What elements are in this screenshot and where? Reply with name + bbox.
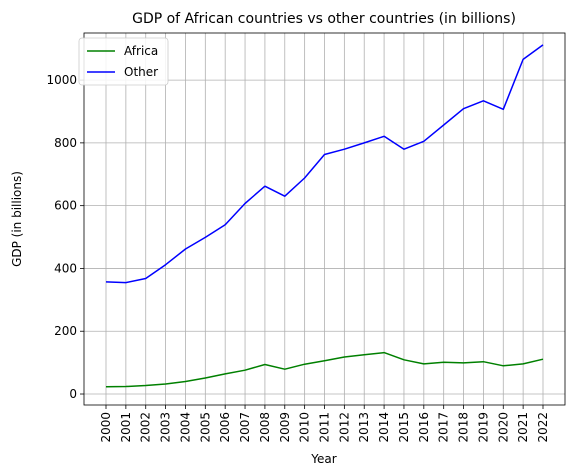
x-tick-label: 2003 [159, 412, 173, 443]
legend-label-africa: Africa [124, 44, 158, 58]
x-tick-label: 2011 [318, 412, 332, 443]
x-tick-label: 2018 [457, 412, 471, 443]
y-axis-ticks: 0 200 400 600 800 1000 [46, 73, 84, 401]
x-tick-label: 2000 [99, 412, 113, 443]
y-tick-label: 0 [69, 387, 77, 401]
grid-lines [84, 33, 565, 405]
x-tick-label: 2019 [476, 412, 490, 443]
legend-label-other: Other [124, 65, 158, 79]
x-tick-label: 2022 [536, 412, 550, 443]
x-tick-label: 2010 [298, 412, 312, 443]
x-axis-ticks: 2000 2001 2002 2003 2004 2005 2006 2007 2008 2009… [99, 405, 550, 443]
x-tick-label: 2012 [337, 412, 351, 443]
x-tick-label: 2021 [516, 412, 530, 443]
legend: Africa Other [78, 37, 169, 86]
x-tick-label: 2017 [437, 412, 451, 443]
y-tick-label: 1000 [46, 73, 77, 87]
x-tick-label: 2001 [119, 412, 133, 443]
x-tick-label: 2013 [357, 412, 371, 443]
y-tick-label: 800 [54, 136, 77, 150]
x-tick-label: 2020 [496, 412, 510, 443]
x-tick-label: 2007 [238, 412, 252, 443]
series-line-africa [105, 351, 544, 388]
y-tick-label: 200 [54, 324, 77, 338]
series-lines [105, 44, 544, 388]
chart-title: GDP of African countries vs other countr… [132, 11, 516, 27]
x-tick-label: 2009 [278, 412, 292, 443]
x-tick-label: 2008 [258, 412, 272, 443]
x-tick-label: 2015 [397, 412, 411, 443]
legend-box [78, 37, 169, 86]
x-tick-label: 2005 [198, 412, 212, 443]
x-tick-label: 2002 [139, 412, 153, 443]
x-tick-label: 2004 [178, 412, 192, 443]
x-axis-label: Year [310, 452, 336, 466]
x-tick-label: 2006 [218, 412, 232, 443]
plot-frame [83, 32, 566, 406]
y-tick-label: 400 [54, 261, 77, 275]
series-line-other [105, 44, 544, 284]
y-axis-label: GDP (in billions) [10, 171, 24, 267]
y-tick-label: 600 [54, 199, 77, 213]
x-tick-label: 2014 [377, 412, 391, 443]
x-tick-label: 2016 [417, 412, 431, 443]
